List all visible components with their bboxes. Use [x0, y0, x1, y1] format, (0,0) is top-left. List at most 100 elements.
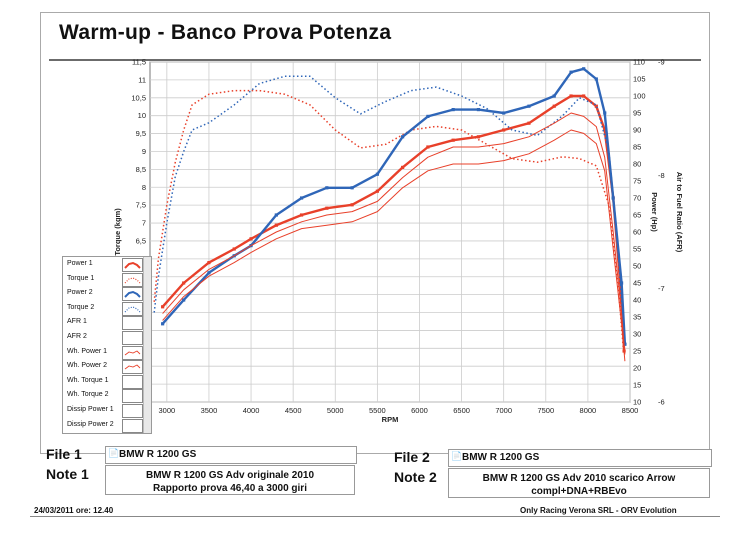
- legend-swatch[interactable]: [122, 301, 143, 316]
- legend-swatch[interactable]: [122, 360, 143, 375]
- x-tick-label: 4500: [285, 406, 302, 415]
- y-power-tick-label: 110: [633, 58, 645, 67]
- data-point-power-2: [325, 186, 329, 190]
- footer-date: 24/03/2011 ore: 12.40: [34, 506, 114, 515]
- y-power-tick-label: 35: [633, 313, 641, 322]
- data-point-power-1: [502, 128, 506, 132]
- note1-line2: Rapporto prova 46,40 a 3000 giri: [153, 483, 307, 494]
- data-point-power-2: [619, 281, 624, 285]
- y-left-tick-label: 9: [142, 147, 146, 156]
- data-point-power-1: [426, 145, 430, 149]
- x-tick-label: 8500: [622, 406, 639, 415]
- legend-item[interactable]: Dissip Power 2: [63, 418, 151, 433]
- data-point-power-2: [451, 108, 455, 112]
- x-tick-label: 8000: [580, 406, 597, 415]
- file1-value: BMW R 1200 GS: [119, 449, 197, 460]
- legend-item[interactable]: Power 1: [63, 257, 151, 272]
- legend-item-label: Dissip Power 2: [67, 420, 114, 428]
- legend-item[interactable]: Wh. Power 2: [63, 359, 151, 375]
- legend-swatch[interactable]: [122, 316, 143, 331]
- x-tick-label: 7500: [537, 406, 554, 415]
- y-power-tick-label: 60: [633, 228, 641, 237]
- legend-item[interactable]: Wh. Torque 1: [63, 374, 151, 389]
- legend-item[interactable]: AFR 1: [63, 315, 151, 331]
- x-tick-label: 6000: [411, 406, 428, 415]
- data-point-power-1: [274, 223, 278, 227]
- y-power-tick-label: 85: [633, 143, 641, 152]
- file1-field[interactable]: 📄 BMW R 1200 GS: [105, 446, 357, 464]
- y-power-tick-label: 15: [633, 381, 641, 390]
- page-title: Warm-up - Banco Prova Potenza: [59, 21, 392, 44]
- y-left-tick-label: 11: [138, 75, 146, 84]
- file2-label: File 2: [394, 449, 430, 465]
- legend-swatch[interactable]: [122, 404, 143, 418]
- data-point-power-2: [161, 322, 165, 326]
- data-point-power-1: [594, 104, 598, 108]
- legend-item-label: Dissip Power 1: [67, 406, 114, 413]
- data-point-power-2: [603, 111, 607, 115]
- data-point-power-1: [232, 247, 236, 251]
- y-afr-axis-label: Air to Fuel Ratio (AFR): [675, 172, 684, 253]
- y-left-tick-label: 9,5: [136, 129, 146, 138]
- legend-item-label: AFR 2: [67, 333, 87, 340]
- file2-value: BMW R 1200 GS: [462, 452, 540, 463]
- data-point-power-1: [182, 281, 186, 285]
- legend-item[interactable]: Wh. Power 1: [63, 345, 151, 360]
- x-axis-label: RPM: [382, 415, 399, 424]
- y-power-tick-label: 100: [633, 92, 646, 101]
- legend-item-label: Torque 2: [67, 303, 95, 311]
- data-point-power-1: [527, 121, 531, 125]
- x-tick-label: 3000: [158, 406, 175, 415]
- legend-item[interactable]: Wh. Torque 2: [63, 388, 151, 404]
- legend-swatch[interactable]: [122, 331, 143, 345]
- y-left-tick-label: 11,5: [132, 58, 146, 67]
- legend-panel[interactable]: Power 1 Torque 1 Power 2 Torque 2 AFR 1 AFR 2…: [62, 256, 152, 434]
- x-tick-label: 6500: [453, 406, 470, 415]
- data-point-power-2: [569, 70, 573, 74]
- legend-swatch[interactable]: [122, 418, 143, 433]
- y-afr-tick-label: -6: [658, 398, 665, 407]
- data-point-power-2: [401, 135, 405, 139]
- y-power-tick-label: 40: [633, 296, 641, 305]
- y-power-tick-label: 90: [633, 126, 641, 135]
- legend-item[interactable]: Torque 1: [63, 272, 151, 287]
- file1-label: File 1: [46, 446, 82, 462]
- legend-scrollbar[interactable]: [143, 257, 151, 433]
- legend-item[interactable]: AFR 2: [63, 330, 151, 345]
- x-tick-label: 4000: [243, 406, 260, 415]
- note1-field[interactable]: BMW R 1200 GS Adv originale 2010 Rapport…: [105, 465, 355, 495]
- legend-swatch[interactable]: [122, 287, 143, 302]
- legend-item-label: Wh. Power 2: [67, 362, 108, 370]
- legend-swatch[interactable]: [122, 272, 143, 287]
- y-afr-tick-label: -9: [658, 58, 665, 67]
- file2-field[interactable]: 📄 BMW R 1200 GS: [448, 449, 712, 467]
- legend-swatch[interactable]: [122, 374, 143, 389]
- legend-item[interactable]: Power 2: [63, 286, 151, 302]
- data-point-power-2: [426, 114, 430, 118]
- x-tick-label: 7000: [495, 406, 512, 415]
- legend-swatch[interactable]: [122, 389, 143, 404]
- data-point-power-1: [207, 261, 211, 265]
- data-point-power-1: [476, 135, 481, 139]
- file-icon: 📄: [108, 448, 120, 458]
- data-point-power-2: [207, 271, 211, 275]
- legend-swatch[interactable]: [122, 258, 143, 272]
- data-point-power-1: [552, 104, 556, 108]
- data-point-power-1: [375, 189, 379, 193]
- legend-item[interactable]: Torque 2: [63, 301, 151, 316]
- data-point-power-1: [299, 213, 304, 217]
- file-icon: 📄: [451, 451, 463, 461]
- series-line-wh-power-2: [162, 112, 626, 355]
- data-point-power-2: [502, 111, 506, 115]
- legend-item[interactable]: Dissip Power 1: [63, 403, 151, 418]
- y-power-tick-label: 45: [633, 279, 641, 288]
- data-point-power-2: [552, 94, 556, 98]
- y-left-tick-label: 10: [138, 111, 146, 120]
- data-point-power-2: [274, 213, 278, 217]
- legend-swatch[interactable]: [122, 345, 143, 360]
- note2-field[interactable]: BMW R 1200 GS Adv 2010 scarico Arrow com…: [448, 468, 710, 498]
- y-left-tick-label: 10,5: [131, 93, 146, 102]
- legend-swatch-glyph: [124, 306, 141, 313]
- data-point-power-1: [350, 203, 354, 207]
- title-divider: [49, 59, 701, 61]
